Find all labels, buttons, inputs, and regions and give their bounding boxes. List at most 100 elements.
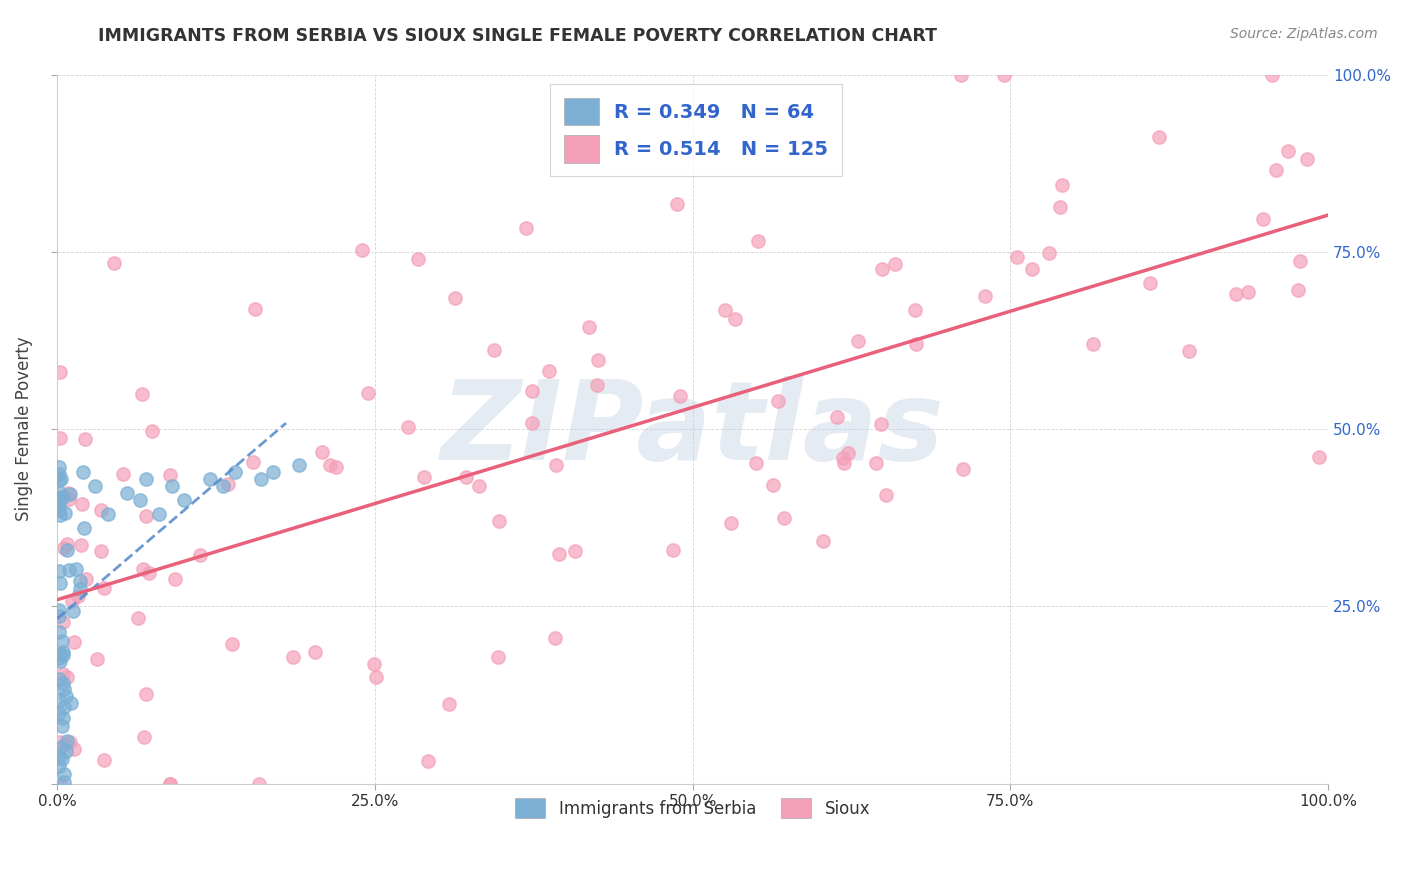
Point (832, 456, 855, 470)
Point (129, 493, 152, 508)
Point (75, 432, 97, 446)
Point (211, 479, 233, 493)
Point (52, 648, 75, 662)
Point (1288, 254, 1310, 268)
Point (444, 291, 467, 305)
Point (665, 197, 688, 211)
Point (747, 234, 769, 248)
Point (52, 711, 75, 725)
Point (59, 487, 82, 501)
Point (724, 311, 747, 326)
Point (952, 462, 974, 476)
Point (870, 261, 893, 276)
Point (53, 775, 76, 789)
Point (49, 491, 72, 505)
Point (53, 737, 76, 751)
Point (319, 458, 342, 472)
Point (669, 388, 692, 402)
Point (1225, 287, 1247, 301)
Point (70, 538, 93, 552)
Point (488, 514, 510, 528)
Point (356, 386, 378, 401)
Text: Source: ZipAtlas.com: Source: ZipAtlas.com (1230, 27, 1378, 41)
Point (586, 378, 609, 392)
Point (468, 479, 491, 493)
Point (1049, 200, 1071, 214)
Point (59, 734, 82, 748)
Point (720, 516, 742, 530)
Point (53, 700, 76, 714)
Point (325, 459, 347, 474)
Point (1083, 337, 1105, 351)
Legend: Immigrants from Serbia, Sioux: Immigrants from Serbia, Sioux (509, 791, 877, 825)
Point (454, 469, 477, 483)
Point (52, 676, 75, 690)
Point (546, 458, 568, 472)
Point (364, 670, 387, 684)
Point (548, 547, 571, 561)
Point (160, 479, 183, 493)
Point (75, 573, 97, 587)
Point (48, 576, 70, 591)
Point (48, 609, 70, 624)
Point (1265, 162, 1288, 177)
Point (141, 424, 163, 438)
Point (304, 645, 326, 659)
Point (53, 681, 76, 696)
Point (138, 566, 160, 580)
Point (58, 492, 80, 507)
Point (883, 257, 905, 271)
Point (48, 467, 70, 481)
Point (48, 750, 70, 764)
Point (97, 507, 120, 521)
Point (48, 624, 70, 639)
Point (950, 68, 973, 82)
Point (65, 562, 87, 576)
Point (1277, 145, 1299, 159)
Point (90, 544, 112, 558)
Point (48, 673, 70, 687)
Point (221, 637, 243, 651)
Point (1005, 250, 1028, 264)
Text: ZIPatlas: ZIPatlas (441, 376, 945, 483)
Point (131, 387, 153, 401)
Point (48, 650, 70, 665)
Point (70, 497, 93, 511)
Point (132, 562, 155, 576)
Point (53, 506, 76, 520)
Point (49, 365, 72, 379)
Point (52, 541, 75, 556)
Point (870, 417, 893, 432)
Point (482, 343, 505, 358)
Point (1178, 344, 1201, 359)
Point (1021, 262, 1043, 277)
Point (135, 472, 157, 486)
Point (173, 493, 195, 508)
Point (49, 493, 72, 508)
Y-axis label: Single Female Poverty: Single Female Poverty (15, 337, 32, 522)
Point (159, 777, 181, 791)
Point (661, 543, 683, 558)
Text: IMMIGRANTS FROM SERBIA VS SIOUX SINGLE FEMALE POVERTY CORRELATION CHART: IMMIGRANTS FROM SERBIA VS SIOUX SINGLE F… (98, 27, 938, 45)
Point (773, 511, 796, 525)
Point (159, 467, 181, 482)
Point (745, 456, 768, 470)
Point (846, 334, 869, 348)
Point (103, 256, 125, 270)
Point (837, 446, 859, 460)
Point (52, 615, 75, 630)
Point (63, 742, 86, 756)
Point (48, 473, 70, 487)
Point (48, 502, 70, 516)
Point (55, 542, 77, 557)
Point (51, 645, 73, 659)
Point (198, 472, 221, 486)
Point (762, 478, 785, 492)
Point (67, 589, 90, 603)
Point (408, 252, 430, 266)
Point (73, 521, 96, 535)
Point (993, 68, 1015, 82)
Point (48, 693, 70, 707)
Point (520, 384, 543, 398)
Point (1308, 450, 1330, 465)
